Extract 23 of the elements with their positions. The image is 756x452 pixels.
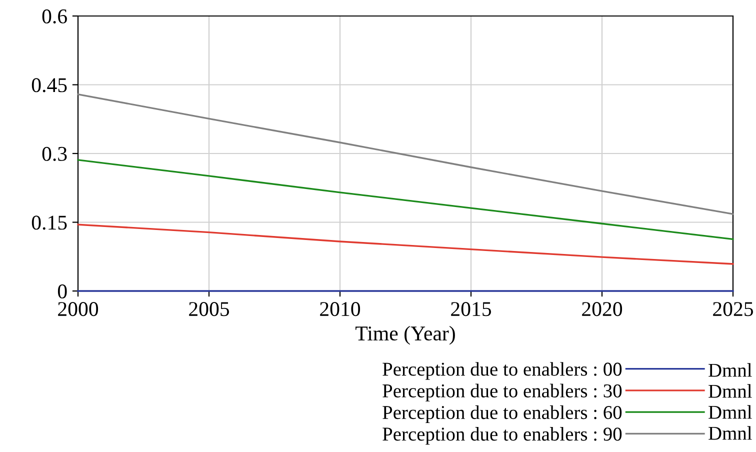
text: Dmnl — [708, 426, 752, 440]
y-tick-label: 0.6 — [42, 9, 67, 24]
x-axis-title: Time (Year) — [356, 326, 455, 345]
x-tick-label: 2005 — [189, 302, 230, 316]
text: Dmnl — [708, 405, 752, 419]
legend-label: Perception due to enablers : 00 — [382, 362, 622, 380]
y-tick-label: 0.15 — [32, 216, 67, 230]
line-series — [77, 224, 734, 265]
text: Dmnl — [708, 363, 752, 377]
y-tick-label: 0 — [58, 284, 67, 298]
line-series — [77, 94, 734, 215]
line-series — [77, 159, 734, 240]
y-tick-label: 0.45 — [32, 78, 67, 92]
x-tick-label: 2000 — [58, 302, 98, 316]
legend-label: Perception due to enablers : 60 — [382, 405, 622, 424]
x-tick-label: 2020 — [582, 302, 622, 316]
x-tick-label: 2025 — [713, 302, 754, 316]
legend-label: Perception due to enablers : 30 — [382, 384, 622, 402]
y-tick-label: 0.3 — [42, 146, 67, 162]
legend-label: Perception due to enablers : 90 — [382, 427, 622, 445]
x-tick-label: 2015 — [451, 302, 492, 316]
x-tick-label: 2010 — [320, 302, 360, 316]
text: Dmnl — [708, 384, 752, 398]
